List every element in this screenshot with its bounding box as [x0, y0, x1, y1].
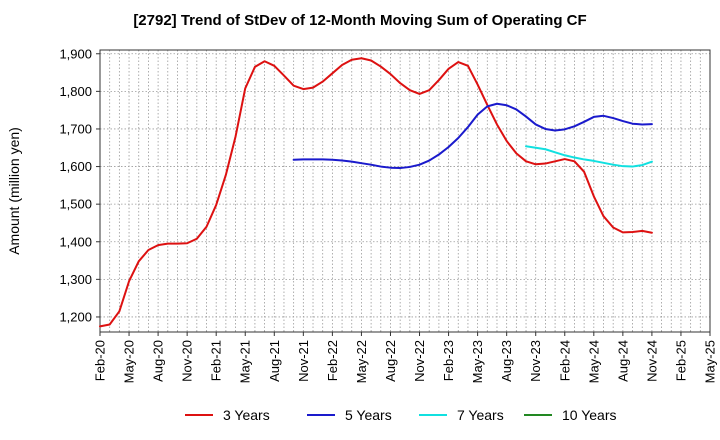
chart-title: [2792] Trend of StDev of 12-Month Moving…: [133, 12, 587, 29]
series-line-7-years: [525, 145, 653, 168]
legend-item: 3 Years: [185, 407, 270, 423]
legend-label: 5 Years: [345, 407, 392, 423]
legend: 3 Years 5 Years 7 Years 10 Years: [185, 407, 617, 423]
series-line-5-years: [292, 102, 653, 170]
x-tick-label: Feb-25: [673, 340, 688, 381]
y-tick-label: 1,200: [59, 309, 92, 324]
x-tick-label: May-25: [703, 340, 718, 383]
x-tick-label: Feb-23: [441, 340, 456, 381]
legend-label: 3 Years: [223, 407, 270, 423]
legend-item: 7 Years: [419, 407, 504, 423]
x-tick-label: Nov-23: [528, 340, 543, 382]
x-tick-label: Aug-24: [615, 340, 630, 382]
x-tick-label: Feb-22: [325, 340, 340, 381]
y-tick-label: 1,600: [59, 159, 92, 174]
grid: [100, 50, 710, 332]
y-tick-label: 1,800: [59, 84, 92, 99]
y-tick-label: 1,300: [59, 272, 92, 287]
x-tick-label: May-22: [354, 340, 369, 383]
series-line-3-years: [99, 57, 653, 328]
x-tick-label: Aug-23: [499, 340, 514, 382]
x-tick-label: May-24: [586, 340, 601, 383]
x-tick-label: May-23: [470, 340, 485, 383]
legend-label: 7 Years: [457, 407, 504, 423]
legend-label: 10 Years: [562, 407, 617, 423]
series-layer: [99, 57, 653, 328]
y-tick-label: 1,700: [59, 121, 92, 136]
x-tick-label: Aug-21: [267, 340, 282, 382]
x-tick-label: Aug-20: [151, 340, 166, 382]
y-tick-label: 1,400: [59, 234, 92, 249]
legend-item: 10 Years: [524, 407, 617, 423]
x-tick-label: May-20: [122, 340, 137, 383]
plot-frame: [99, 49, 711, 333]
y-axis: 1,200 1,300 1,400 1,500 1,600 1,700 1,800 1,900: [59, 46, 100, 324]
x-tick-label: Nov-20: [180, 340, 195, 382]
x-tick-label: Nov-22: [412, 340, 427, 382]
x-tick-label: Feb-20: [93, 340, 108, 381]
x-axis: Feb-20 May-20 Aug-20 Nov-20 Feb-21 May-21 Aug-…: [93, 332, 718, 383]
legend-item: 5 Years: [307, 407, 392, 423]
x-tick-label: Feb-24: [557, 340, 572, 381]
x-tick-label: Nov-24: [644, 340, 659, 382]
x-tick-label: Nov-21: [296, 340, 311, 382]
y-axis-title: Amount (million yen): [6, 127, 22, 255]
x-tick-label: Feb-21: [209, 340, 224, 381]
y-tick-label: 1,900: [59, 46, 92, 61]
x-tick-label: Aug-22: [383, 340, 398, 382]
x-tick-label: May-21: [238, 340, 253, 383]
y-tick-label: 1,500: [59, 197, 92, 212]
